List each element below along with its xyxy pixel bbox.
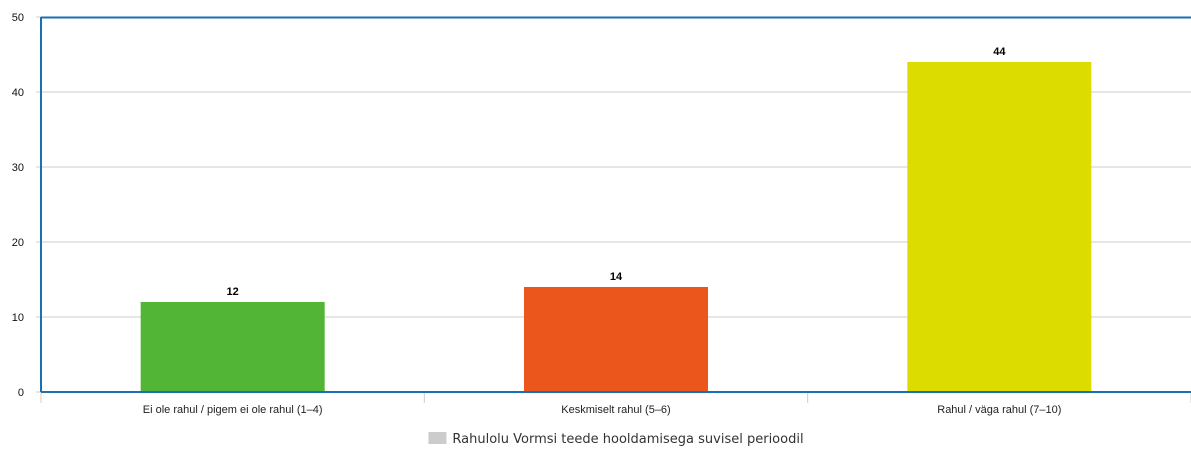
y-tick-label: 40 <box>12 87 24 99</box>
y-tick-labels: 0 10 20 30 40 50 <box>12 12 24 399</box>
data-labels: 12 14 44 <box>227 46 1007 298</box>
bar <box>524 287 708 392</box>
y-tick-label: 30 <box>12 162 24 174</box>
x-tick-label: Ei ole rahul / pigem ei ole rahul (1–4) <box>143 404 323 416</box>
legend-label: Rahulolu Vormsi teede hooldamisega suvis… <box>452 432 803 447</box>
y-tick-label: 20 <box>12 237 24 249</box>
bar <box>140 302 325 392</box>
x-tick-label: Rahul / väga rahul (7–10) <box>937 404 1061 416</box>
axes <box>40 17 1191 393</box>
x-tick-labels: Ei ole rahul / pigem ei ole rahul (1–4) K… <box>143 404 1062 416</box>
legend-swatch <box>428 432 447 444</box>
bars <box>140 62 1092 392</box>
bar-value-label: 14 <box>610 271 623 283</box>
y-tick-label: 10 <box>12 312 24 324</box>
y-tick-label: 50 <box>12 12 24 24</box>
bar <box>907 62 1092 392</box>
bar-value-label: 44 <box>993 46 1006 58</box>
bar-value-label: 12 <box>227 286 239 298</box>
legend: Rahulolu Vormsi teede hooldamisega suvis… <box>428 432 804 447</box>
x-tick-label: Keskmiselt rahul (5–6) <box>561 404 670 416</box>
y-tick-label: 0 <box>18 387 24 399</box>
